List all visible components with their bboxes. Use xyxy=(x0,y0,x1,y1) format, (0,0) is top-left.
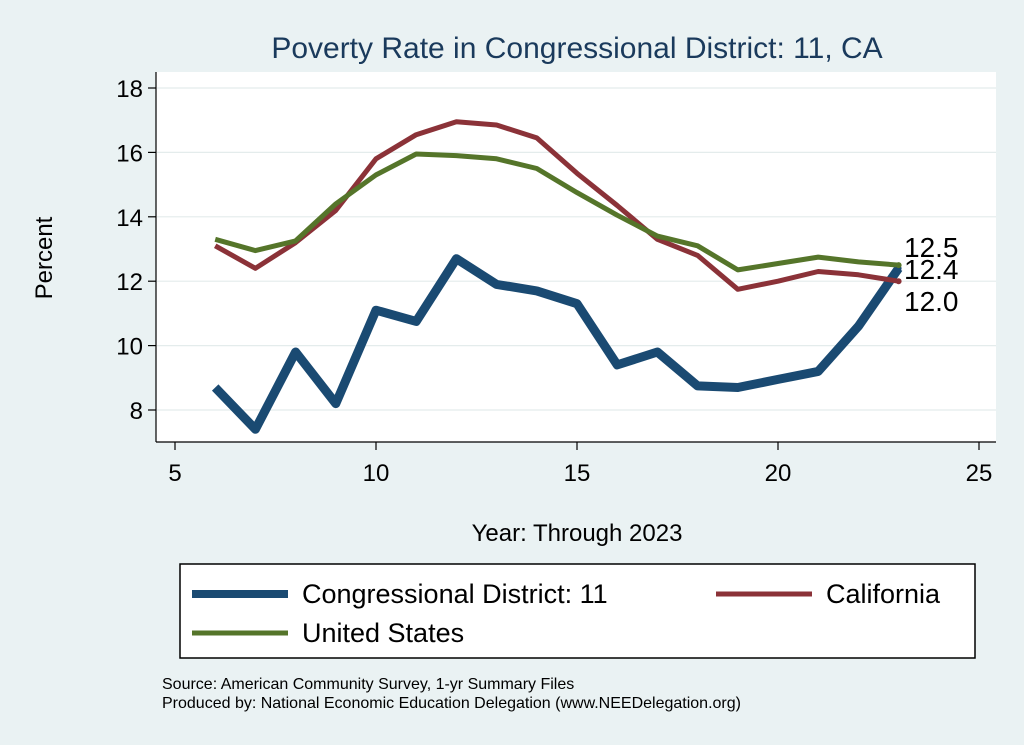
series-lines xyxy=(211,119,903,434)
y-axis-title: Percent xyxy=(31,216,58,299)
x-tick-label-25: 25 xyxy=(966,460,993,487)
end-label-united-states: 12.5 xyxy=(904,232,959,263)
end-label-california: 12.0 xyxy=(904,286,959,317)
x-tick-label-10: 10 xyxy=(363,460,390,487)
y-tick-label-14: 14 xyxy=(116,205,143,232)
legend-label-california: California xyxy=(826,579,941,609)
chart-title: Poverty Rate in Congressional District: … xyxy=(271,32,882,65)
x-axis-title: Year: Through 2023 xyxy=(472,520,683,547)
legend-box xyxy=(179,563,976,659)
source-note: Source: American Community Survey, 1-yr … xyxy=(162,676,574,693)
producer-note: Produced by: National Economic Education… xyxy=(162,695,741,712)
x-tick-label-5: 5 xyxy=(168,460,181,487)
series-line-united-states xyxy=(214,151,899,273)
y-axis-ticks: 8 10 12 14 16 18 xyxy=(116,76,156,425)
series-line-california xyxy=(213,119,899,292)
x-tick-label-20: 20 xyxy=(765,460,792,487)
x-axis-ticks: 5 10 15 20 25 xyxy=(168,442,992,487)
y-tick-label-10: 10 xyxy=(116,334,143,361)
gridlines xyxy=(157,87,996,411)
legend-label-united-states: United States xyxy=(302,618,464,648)
end-label-congressional-district: 12.4 xyxy=(904,254,959,285)
y-tick-label-8: 8 xyxy=(130,398,143,425)
end-value-labels: 12.512.412.0 xyxy=(895,232,959,317)
y-tick-label-16: 16 xyxy=(116,140,143,167)
y-tick-label-18: 18 xyxy=(116,76,143,103)
x-tick-label-15: 15 xyxy=(564,460,591,487)
end-point-california xyxy=(895,278,902,285)
series-line-congressional-district xyxy=(211,254,903,434)
y-tick-label-12: 12 xyxy=(116,269,143,296)
plot-area xyxy=(156,72,996,442)
legend: Congressional District: 11 California Un… xyxy=(179,563,976,659)
legend-label-congressional-district: Congressional District: 11 xyxy=(302,579,608,609)
end-point-united-states xyxy=(895,262,902,269)
